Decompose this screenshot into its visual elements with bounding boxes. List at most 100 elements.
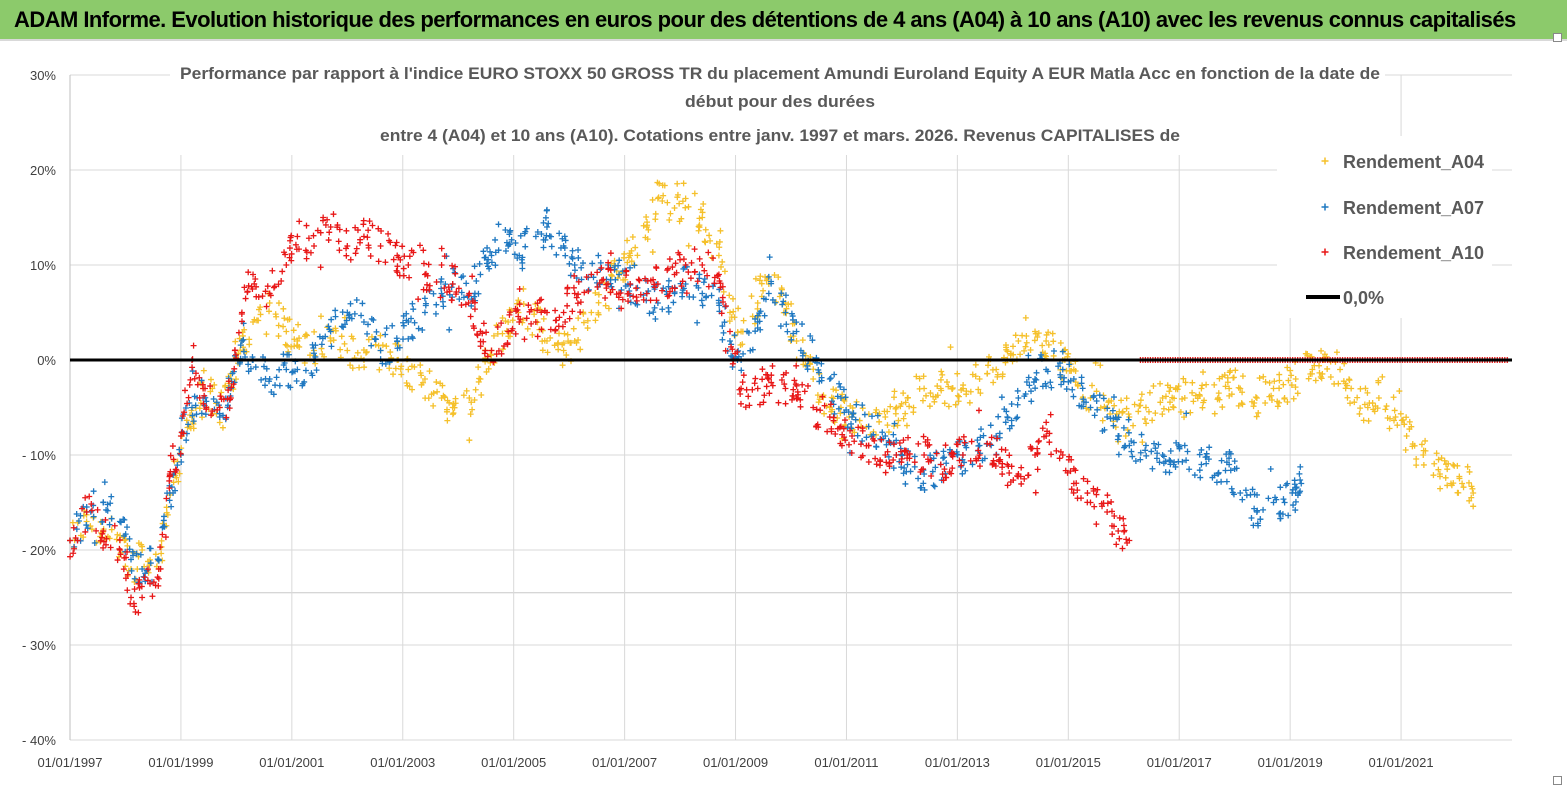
data-point-rendement-a04 bbox=[246, 336, 253, 343]
data-point-rendement-a07 bbox=[421, 295, 428, 302]
data-point-rendement-a07 bbox=[765, 290, 772, 297]
data-point-rendement-a04 bbox=[282, 341, 289, 348]
data-point-rendement-a04 bbox=[682, 204, 689, 211]
data-point-rendement-a04 bbox=[417, 369, 424, 376]
data-point-rendement-a04 bbox=[1444, 466, 1451, 473]
data-point-rendement-a10 bbox=[968, 438, 975, 445]
data-point-rendement-a10 bbox=[149, 593, 156, 600]
data-point-rendement-a04 bbox=[251, 316, 258, 323]
data-point-rendement-a04 bbox=[1276, 385, 1283, 392]
data-point-rendement-a10 bbox=[1017, 473, 1024, 480]
data-point-rendement-a10 bbox=[671, 285, 678, 292]
legend-item[interactable]: 0,0% bbox=[1306, 288, 1384, 308]
data-point-rendement-a10 bbox=[190, 342, 197, 349]
data-point-rendement-a04 bbox=[421, 376, 428, 382]
data-point-rendement-a07 bbox=[721, 319, 728, 326]
data-point-rendement-a10 bbox=[99, 530, 106, 537]
resize-handle-top-right[interactable] bbox=[1553, 33, 1562, 42]
data-point-rendement-a10 bbox=[687, 275, 694, 282]
data-point-rendement-a04 bbox=[984, 370, 991, 377]
data-point-rendement-a04 bbox=[919, 397, 926, 404]
data-point-rendement-a07 bbox=[1203, 450, 1210, 457]
data-point-rendement-a04 bbox=[163, 504, 170, 511]
data-point-rendement-a10 bbox=[147, 580, 154, 587]
data-point-rendement-a10 bbox=[575, 278, 582, 285]
data-point-rendement-a07 bbox=[283, 366, 290, 373]
x-tick-label: 01/01/1997 bbox=[37, 755, 102, 770]
data-point-rendement-a10 bbox=[378, 228, 385, 235]
data-point-rendement-a07 bbox=[911, 453, 918, 460]
data-point-rendement-a07 bbox=[108, 515, 115, 522]
data-point-rendement-a10 bbox=[675, 249, 682, 256]
data-point-rendement-a10 bbox=[166, 477, 173, 484]
data-point-rendement-a10 bbox=[987, 441, 994, 448]
data-point-rendement-a04 bbox=[664, 199, 671, 206]
data-point-rendement-a07 bbox=[778, 290, 785, 297]
data-point-rendement-a04 bbox=[1455, 489, 1462, 496]
legend-item[interactable]: Rendement_A10 bbox=[1321, 243, 1485, 263]
data-point-rendement-a07 bbox=[1203, 460, 1210, 467]
data-point-rendement-a04 bbox=[1149, 417, 1156, 424]
data-point-rendement-a07 bbox=[446, 326, 453, 333]
data-point-rendement-a04 bbox=[1397, 410, 1404, 417]
data-point-rendement-a10 bbox=[325, 237, 332, 244]
data-point-rendement-a10 bbox=[303, 255, 310, 262]
data-point-rendement-a10 bbox=[1116, 535, 1123, 542]
data-point-rendement-a04 bbox=[575, 315, 582, 322]
data-point-rendement-a04 bbox=[972, 361, 979, 368]
data-point-rendement-a04 bbox=[466, 437, 473, 444]
data-point-rendement-a04 bbox=[176, 470, 183, 477]
data-point-rendement-a04 bbox=[757, 273, 764, 280]
data-point-rendement-a04 bbox=[580, 319, 587, 326]
data-point-rendement-a10 bbox=[647, 297, 654, 304]
data-point-rendement-a04 bbox=[1260, 373, 1267, 380]
data-point-rendement-a04 bbox=[815, 399, 822, 406]
data-point-rendement-a04 bbox=[1226, 385, 1233, 392]
data-point-rendement-a10 bbox=[1093, 491, 1100, 498]
y-tick-label: 20% bbox=[30, 163, 56, 178]
data-point-rendement-a07 bbox=[834, 393, 841, 400]
data-point-rendement-a04 bbox=[1219, 404, 1226, 411]
data-point-rendement-a04 bbox=[730, 295, 737, 302]
data-point-rendement-a10 bbox=[264, 283, 271, 290]
data-point-rendement-a10 bbox=[625, 298, 632, 305]
data-point-rendement-a04 bbox=[937, 376, 944, 383]
data-point-rendement-a07 bbox=[1215, 469, 1222, 476]
data-point-rendement-a04 bbox=[628, 247, 635, 254]
resize-handle-bottom-right[interactable] bbox=[1553, 776, 1562, 785]
data-point-rendement-a07 bbox=[735, 347, 742, 354]
data-point-rendement-a10 bbox=[200, 400, 207, 407]
data-point-rendement-a07 bbox=[178, 459, 185, 466]
data-point-rendement-a04 bbox=[1356, 410, 1363, 417]
data-point-rendement-a07 bbox=[807, 333, 814, 340]
data-point-rendement-a07 bbox=[1061, 374, 1068, 381]
data-point-rendement-a04 bbox=[1292, 384, 1299, 391]
data-point-rendement-a04 bbox=[428, 391, 435, 398]
data-point-rendement-a04 bbox=[963, 388, 970, 395]
legend-item[interactable]: Rendement_A07 bbox=[1321, 198, 1485, 218]
data-point-rendement-a07 bbox=[1277, 515, 1284, 522]
data-point-rendement-a10 bbox=[763, 371, 770, 378]
data-point-rendement-a10 bbox=[571, 272, 578, 279]
data-point-rendement-a04 bbox=[1123, 395, 1130, 402]
data-point-rendement-a04 bbox=[676, 200, 683, 207]
data-point-rendement-a10 bbox=[994, 435, 1001, 442]
data-point-rendement-a07 bbox=[1143, 452, 1150, 459]
data-point-rendement-a10 bbox=[208, 412, 215, 419]
data-point-rendement-a04 bbox=[395, 342, 402, 349]
data-point-rendement-a10 bbox=[131, 586, 138, 593]
data-point-rendement-a04 bbox=[1401, 421, 1408, 428]
data-point-rendement-a04 bbox=[1222, 383, 1229, 390]
legend-item[interactable]: Rendement_A04 bbox=[1321, 152, 1485, 172]
data-point-rendement-a10 bbox=[596, 280, 603, 287]
data-point-rendement-a04 bbox=[1130, 422, 1137, 429]
data-point-rendement-a10 bbox=[480, 320, 487, 327]
data-point-rendement-a10 bbox=[694, 278, 701, 285]
data-point-rendement-a07 bbox=[902, 480, 909, 487]
data-point-rendement-a10 bbox=[353, 245, 360, 252]
data-point-rendement-a04 bbox=[695, 227, 702, 234]
data-point-rendement-a07 bbox=[1260, 506, 1267, 513]
data-point-rendement-a04 bbox=[433, 379, 440, 386]
data-point-rendement-a07 bbox=[932, 464, 939, 471]
data-point-rendement-a07 bbox=[299, 382, 306, 389]
